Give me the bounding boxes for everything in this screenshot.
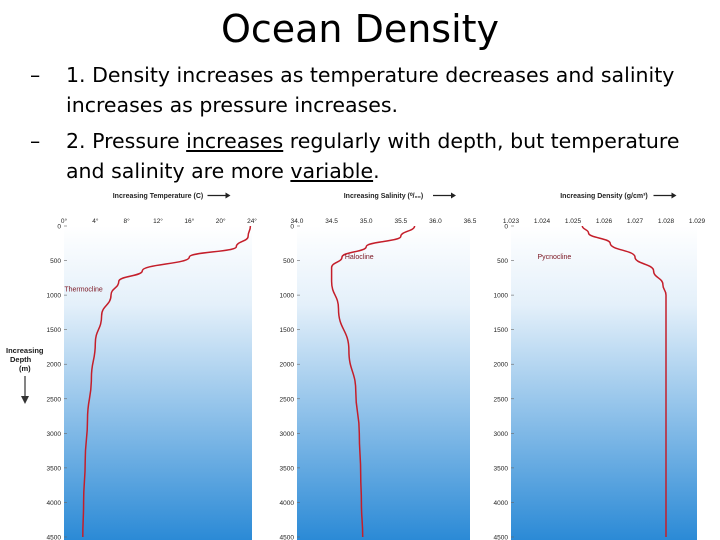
- depth-axis-label: Increasing Depth (m): [6, 346, 44, 404]
- arrow-right-icon: [671, 192, 677, 199]
- bullet-2-text-part3: .: [373, 159, 380, 183]
- cline-label: Pycnocline: [537, 254, 571, 261]
- bullet-dash: –: [30, 63, 41, 87]
- x-tick-label: 1.023: [503, 218, 520, 225]
- depth-arrow-head-icon: [21, 396, 29, 404]
- x-tick-label: 1.028: [658, 218, 675, 225]
- x-tick-label: 36.5: [464, 218, 477, 225]
- x-tick-label: 0°: [61, 217, 68, 225]
- y-tick-label: 2000: [494, 362, 509, 369]
- y-tick-label: 2500: [47, 396, 62, 403]
- x-tick-label: 4°: [92, 217, 99, 225]
- y-tick-label: 2000: [280, 362, 295, 369]
- y-tick-label: 500: [50, 258, 61, 265]
- y-tick-label: 500: [283, 258, 294, 265]
- cline-label: Halocline: [345, 254, 374, 261]
- bullet-1-text: 1. Density increases as temperature decr…: [66, 63, 675, 117]
- y-tick-label: 1000: [280, 293, 295, 300]
- y-tick-label: 3000: [47, 431, 62, 438]
- y-tick-label: 4500: [47, 535, 62, 540]
- y-tick-label: 3500: [494, 465, 509, 472]
- y-tick-label: 3500: [280, 465, 295, 472]
- x-tick-label: 8°: [124, 217, 131, 225]
- y-tick-label: 1000: [47, 293, 62, 300]
- y-tick-label: 0: [290, 224, 294, 231]
- x-tick-label: 24°: [247, 217, 257, 225]
- x-tick-label: 20°: [216, 217, 226, 225]
- panel-water-background: [511, 226, 697, 540]
- panel-water-background: [297, 226, 470, 540]
- y-tick-label: 4500: [494, 535, 509, 540]
- depth-label-line2: Depth: [10, 355, 32, 364]
- y-tick-label: 4000: [280, 500, 295, 507]
- ocean-profile-figure: Increasing Depth (m) Increasing Temperat…: [6, 192, 706, 540]
- profile-panel-2: Increasing Salinity (⁰/₀₀) 34.0 34.5 35.0 35…: [280, 192, 477, 540]
- x-tick-label: 1.025: [565, 218, 582, 225]
- bullet-2: – 2. Pressure increases regularly with de…: [30, 126, 710, 186]
- y-tick-label: 0: [57, 224, 61, 231]
- x-tick-label: 12°: [153, 217, 163, 225]
- x-tick-label: 1.024: [534, 218, 551, 225]
- y-tick-label: 1000: [494, 293, 509, 300]
- y-tick-label: 1500: [47, 327, 62, 334]
- x-tick-label: 1.026: [596, 218, 613, 225]
- bullet-1: – 1. Density increases as temperature dec…: [30, 60, 710, 120]
- y-tick-label: 2500: [280, 396, 295, 403]
- y-tick-label: 4000: [47, 500, 62, 507]
- x-tick-label: 35.0: [360, 218, 373, 225]
- profile-panel-1: Increasing Temperature (C) 0° 4° 8° 12° 16° 20…: [47, 192, 257, 540]
- x-tick-label: 34.0: [291, 218, 304, 225]
- arrow-right-icon: [451, 192, 456, 199]
- y-tick-label: 1500: [280, 327, 295, 334]
- x-tick-label: 16°: [184, 217, 194, 225]
- x-tick-label: 1.029: [689, 218, 706, 225]
- y-tick-label: 500: [497, 258, 508, 265]
- bullet-2-underlined-increases: increases: [186, 129, 284, 153]
- y-tick-label: 2500: [494, 396, 509, 403]
- y-tick-label: 3000: [494, 431, 509, 438]
- depth-label-line3: (m): [19, 364, 31, 373]
- profile-curve: [581, 225, 667, 537]
- profile-curve: [82, 225, 252, 538]
- depth-label-line1: Increasing: [6, 346, 44, 355]
- y-tick-label: 3500: [47, 465, 62, 472]
- y-tick-label: 3000: [280, 431, 295, 438]
- y-tick-label: 4000: [494, 500, 509, 507]
- bullet-list: – 1. Density increases as temperature dec…: [30, 60, 710, 192]
- panel-water-background: [64, 226, 252, 540]
- cline-label: Thermocline: [64, 287, 103, 294]
- slide-title: Ocean Density: [220, 7, 500, 51]
- x-tick-label: 36.0: [429, 218, 442, 225]
- profile-curve: [330, 225, 416, 538]
- y-tick-label: 0: [504, 224, 508, 231]
- bullet-2-text-part1: 2. Pressure: [66, 129, 187, 153]
- arrow-right-icon: [225, 192, 231, 199]
- bullet-2-text-part2: regularly with depth, but temperature an…: [66, 129, 680, 183]
- profile-panel-3: Increasing Density (g/cm³) 1.023 1.024 1.02…: [494, 192, 706, 540]
- y-tick-label: 1500: [494, 327, 509, 334]
- panel-title: Increasing Temperature (C): [113, 193, 204, 200]
- y-tick-label: 2000: [47, 362, 62, 369]
- bullet-2-underlined-variable: variable: [290, 159, 374, 183]
- x-tick-label: 1.027: [627, 218, 644, 225]
- y-tick-label: 4500: [280, 535, 295, 540]
- bullet-dash: –: [30, 129, 41, 153]
- profile-panels: Increasing Temperature (C) 0° 4° 8° 12° 16° 20…: [47, 192, 706, 540]
- panel-title: Increasing Salinity (⁰/₀₀): [344, 192, 424, 200]
- x-tick-label: 34.5: [325, 218, 338, 225]
- panel-title: Increasing Density (g/cm³): [560, 193, 648, 200]
- x-tick-label: 35.5: [394, 218, 407, 225]
